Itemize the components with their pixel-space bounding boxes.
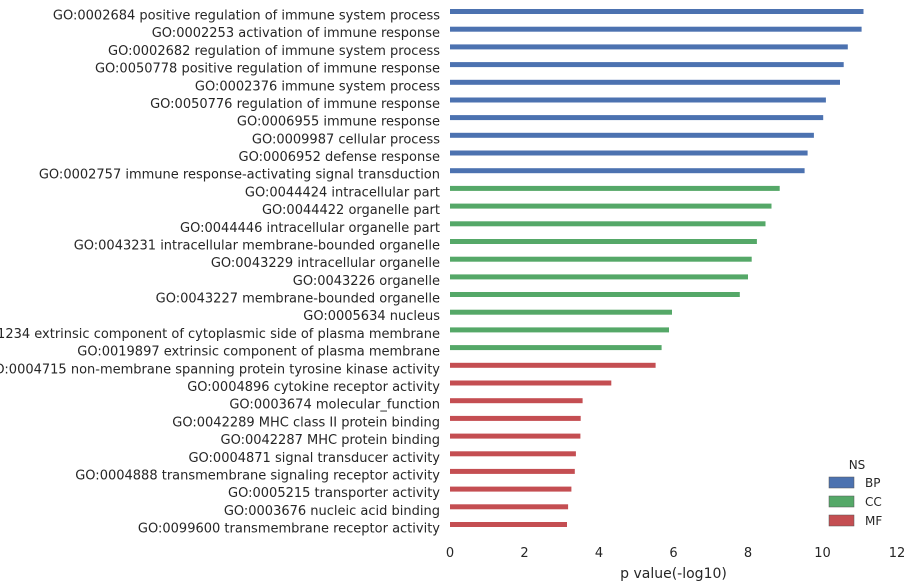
x-tick-label: 10: [814, 546, 831, 561]
bar-cc: [450, 309, 672, 315]
bar-cc: [450, 221, 766, 227]
x-tick-label: 2: [520, 546, 528, 561]
legend: NS BP CC MF: [828, 458, 882, 528]
bar-cc: [450, 239, 757, 244]
x-tick-label: 6: [669, 546, 677, 561]
category-label: GO:0006955 immune response: [237, 115, 440, 130]
category-label: GO:0044422 organelle part: [262, 203, 440, 218]
legend-label-bp: BP: [865, 476, 880, 490]
bar-bp: [450, 44, 848, 50]
category-label: GO:0044424 intracellular part: [245, 185, 440, 200]
category-label: GO:0042289 MHC class II protein binding: [172, 415, 440, 430]
bar-mf: [450, 362, 656, 368]
category-label: GO:0031234 extrinsic component of cytopl…: [0, 327, 440, 342]
category-label: GO:0043231 intracellular membrane-bounde…: [74, 239, 440, 254]
bar-mf: [450, 398, 583, 404]
bars-layer: [450, 9, 864, 527]
category-label: GO:0050776 regulation of immune response: [150, 97, 440, 112]
legend-title: NS: [849, 458, 866, 472]
category-label: GO:0002682 regulation of immune system p…: [108, 44, 440, 59]
legend-label-mf: MF: [865, 514, 882, 528]
bar-cc: [450, 345, 662, 351]
category-label: GO:0002684 positive regulation of immune…: [53, 9, 440, 24]
category-label: GO:0043227 membrane-bounded organelle: [156, 292, 440, 307]
legend-swatch-cc: [828, 495, 855, 508]
x-axis-label: p value(-log10): [620, 566, 727, 582]
bar-bp: [450, 26, 862, 32]
category-label: GO:0002757 immune response-activating si…: [39, 168, 440, 183]
category-label: GO:0005634 nucleus: [303, 309, 440, 324]
bar-mf: [450, 504, 569, 510]
bar-cc: [450, 203, 772, 209]
bar-mf: [450, 486, 572, 492]
bar-bp: [450, 115, 824, 121]
category-label: GO:0050778 positive regulation of immune…: [95, 62, 440, 77]
category-label: GO:0043229 intracellular organelle: [211, 256, 440, 271]
bar-bp: [450, 150, 808, 156]
category-label: GO:0005215 transporter activity: [228, 486, 440, 501]
category-label: GO:0004896 cytokine receptor activity: [187, 380, 440, 395]
category-label: GO:0002253 activation of immune response: [152, 26, 440, 41]
category-label: GO:0002376 immune system process: [195, 79, 440, 94]
bar-bp: [450, 168, 805, 174]
category-labels: GO:0002684 positive regulation of immune…: [0, 9, 440, 537]
bar-mf: [450, 451, 576, 457]
x-tick-label: 0: [446, 546, 454, 561]
category-label: GO:0042287 MHC protein binding: [221, 433, 441, 448]
x-axis-ticks: 0 2 4 6 8 10 12: [446, 546, 905, 561]
bar-cc: [450, 274, 748, 280]
bar-mf: [450, 433, 581, 439]
category-label: GO:0006952 defense response: [239, 150, 441, 165]
category-label: GO:0003676 nucleic acid binding: [224, 504, 440, 519]
category-label: GO:0004888 transmembrane signaling recep…: [75, 468, 440, 483]
bar-cc: [450, 292, 740, 297]
category-label: GO:0003674 molecular_function: [229, 398, 440, 413]
bar-mf: [450, 522, 567, 527]
bar-bp: [450, 97, 826, 103]
bar-bp: [450, 9, 864, 14]
category-label: GO:0043226 organelle: [293, 274, 440, 289]
category-label: GO:0004871 signal transducer activity: [188, 451, 440, 466]
category-label: GO:0004715 non-membrane spanning protein…: [0, 362, 440, 377]
bar-cc: [450, 327, 669, 333]
category-label: GO:0044446 intracellular organelle part: [180, 221, 440, 236]
category-label: GO:0009987 cellular process: [252, 132, 440, 147]
bar-mf: [450, 468, 575, 474]
x-tick-label: 8: [744, 546, 752, 561]
bar-cc: [450, 185, 780, 191]
x-tick-label: 12: [889, 546, 906, 561]
x-tick-label: 4: [595, 546, 603, 561]
legend-label-cc: CC: [865, 495, 882, 509]
bar-bp: [450, 62, 844, 68]
category-label: GO:0019897 extrinsic component of plasma…: [77, 345, 440, 360]
bar-bp: [450, 79, 840, 85]
bar-bp: [450, 132, 814, 138]
bar-mf: [450, 380, 612, 386]
legend-swatch-mf: [828, 514, 855, 527]
category-label: GO:0099600 transmembrane receptor activi…: [138, 522, 440, 537]
bar-mf: [450, 415, 581, 421]
bar-cc: [450, 256, 752, 262]
legend-items: BP CC MF: [828, 476, 882, 528]
legend-swatch-bp: [828, 476, 855, 489]
